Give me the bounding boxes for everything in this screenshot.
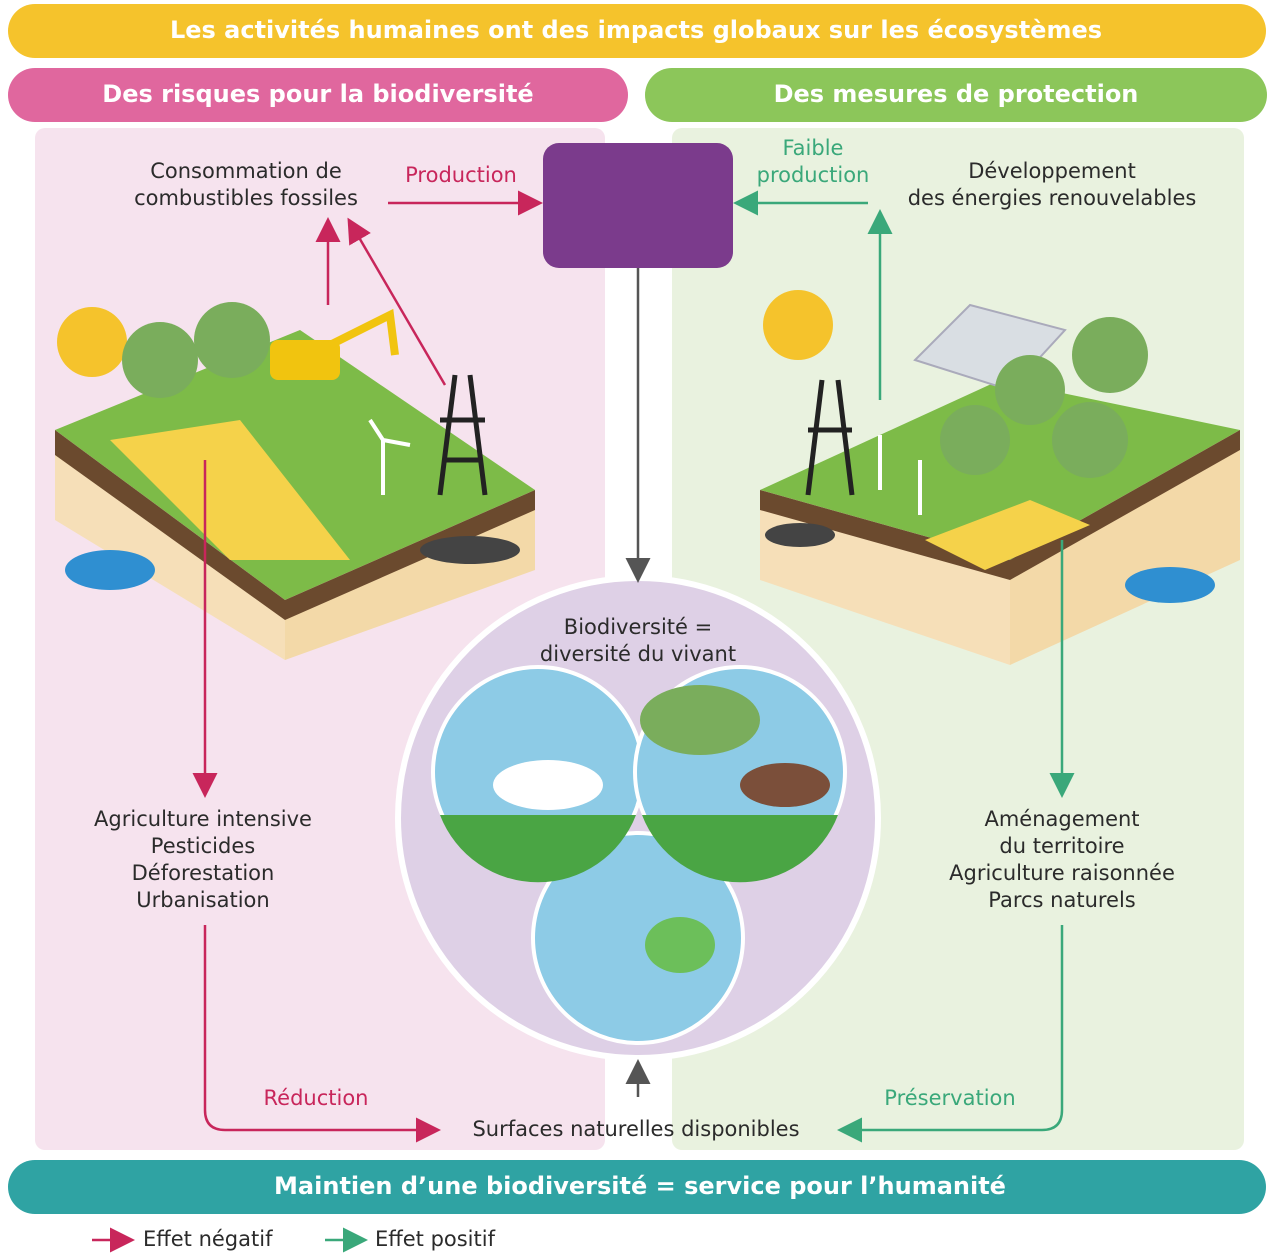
ecosystem-circles-part: [493, 760, 603, 810]
left-landscape-part: [65, 550, 155, 590]
ecosystem-circles-part: [740, 763, 830, 807]
body: Les activités humaines ont des impacts g…: [0, 0, 1271, 1256]
right-source: Développement: [968, 159, 1136, 183]
right-landscape-part: [995, 355, 1065, 425]
diagram: Les activités humaines ont des impacts g…: [0, 0, 1271, 1256]
left-source: combustibles fossiles: [134, 186, 358, 210]
left-impact: Agriculture intensive: [94, 807, 312, 831]
right-bottom-label: Préservation: [884, 1086, 1015, 1110]
left-arrow-label: Production: [405, 163, 517, 187]
surfaces-label: Surfaces naturelles disponibles: [472, 1117, 799, 1141]
right-landscape-part: [1052, 402, 1128, 478]
right-measure: Agriculture raisonnée: [949, 861, 1175, 885]
right-arrow-label: production: [757, 163, 870, 187]
footer-title: Maintien d’une biodiversité = service po…: [274, 1172, 1006, 1200]
left-landscape-part: [122, 322, 198, 398]
left-landscape-part: [270, 340, 340, 380]
ecosystem-circles-part: [640, 685, 760, 755]
right-landscape-part: [1125, 567, 1215, 603]
co2-box: [543, 143, 733, 268]
right-measure: Parcs naturels: [988, 888, 1136, 912]
ecosystem-circles-part: [645, 917, 715, 973]
left-impact: Déforestation: [132, 861, 275, 885]
left-landscape-part: [57, 307, 127, 377]
right-measure: Aménagement: [984, 807, 1139, 831]
left-bottom-label: Réduction: [264, 1086, 369, 1110]
legend-negative: Effet négatif: [143, 1227, 273, 1251]
left-impact: Pesticides: [151, 834, 255, 858]
right-measure: du territoire: [999, 834, 1124, 858]
right-title: Des mesures de protection: [774, 80, 1139, 108]
right-landscape-part: [763, 290, 833, 360]
right-landscape-part: [1072, 317, 1148, 393]
right-source: des énergies renouvelables: [908, 186, 1197, 210]
left-landscape-part: [420, 536, 520, 564]
legend-positive: Effet positif: [375, 1227, 496, 1251]
left-impact: Urbanisation: [136, 888, 269, 912]
biodiversity-label: diversité du vivant: [540, 642, 736, 666]
right-landscape-part: [940, 405, 1010, 475]
right-landscape-part: [765, 523, 835, 547]
biodiversity-label: Biodiversité =: [564, 615, 712, 639]
header-title: Les activités humaines ont des impacts g…: [170, 16, 1102, 44]
page: Biodiversité {"header": {"title": "Les a…: [0, 0, 1271, 1256]
left-landscape-part: [194, 302, 270, 378]
left-source: Consommation de: [150, 159, 342, 183]
left-title: Des risques pour la biodiversité: [102, 80, 533, 108]
right-arrow-label: Faible: [783, 136, 844, 160]
